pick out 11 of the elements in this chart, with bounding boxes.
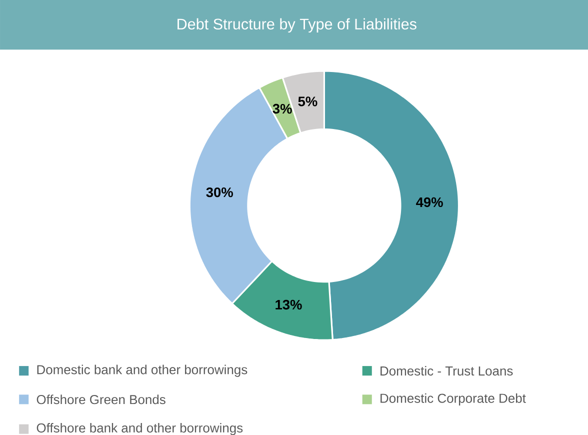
legend-label: Domestic - Trust Loans — [380, 366, 513, 376]
legend-label: Offshore Green Bonds — [36, 394, 166, 404]
legend-label: Domestic bank and other borrowings — [37, 364, 248, 377]
chart-title: Debt Structure by Type of Liabilities — [178, 18, 416, 32]
data-label: 49% — [416, 197, 443, 208]
legend-label: Offshore bank and other borrowings — [36, 422, 243, 435]
data-label: 5% — [298, 96, 318, 106]
data-label: 13% — [276, 300, 302, 310]
data-label: 30% — [206, 187, 233, 198]
legend-label: Domestic Corporate Debt — [380, 393, 526, 406]
data-label: 3% — [272, 104, 292, 114]
